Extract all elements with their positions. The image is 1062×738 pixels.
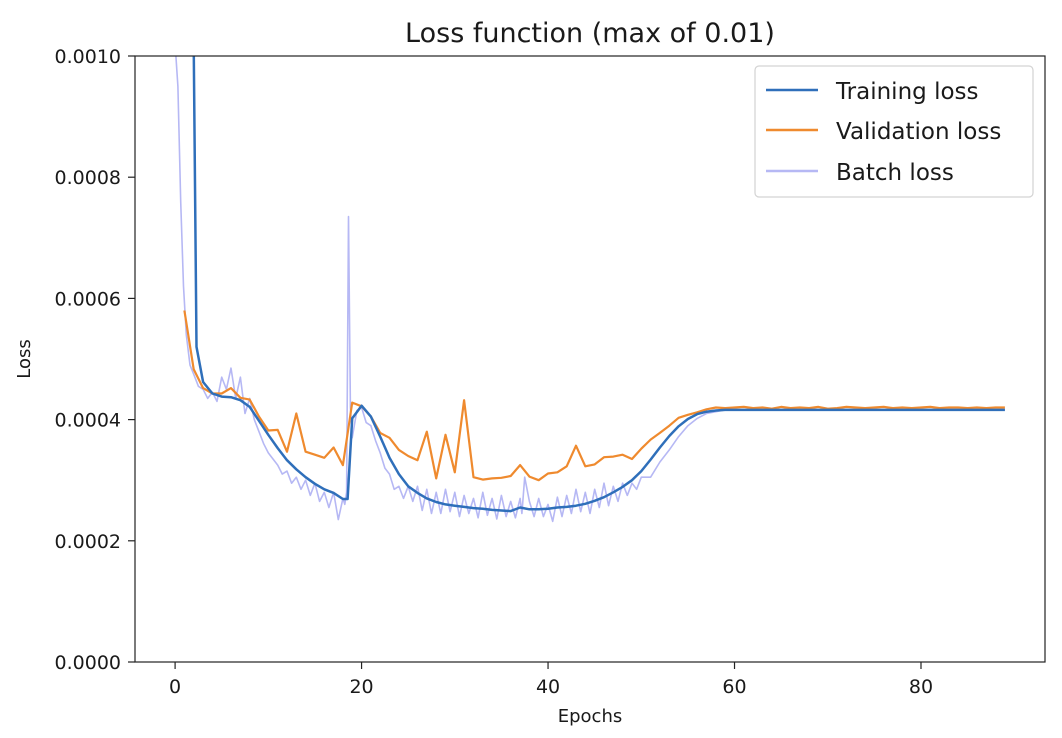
x-axis-ticks: 0 20 40 60 80 bbox=[169, 662, 933, 698]
legend-label-batch: Batch loss bbox=[836, 160, 954, 186]
plot-frame bbox=[134, 55, 1046, 663]
legend: Training loss Validation loss Batch loss bbox=[754, 65, 1034, 198]
legend-label-training: Training loss bbox=[835, 79, 979, 105]
y-tick-label: 0.0004 bbox=[55, 410, 121, 432]
validation-loss-line bbox=[183, 310, 1005, 482]
batch-loss-line bbox=[175, 56, 1005, 523]
legend-box bbox=[754, 65, 1034, 198]
x-tick-label: 0 bbox=[169, 676, 181, 698]
y-tick-label: 0.0008 bbox=[55, 167, 121, 189]
y-tick-label: 0.0000 bbox=[55, 652, 121, 674]
x-tick-label: 60 bbox=[722, 676, 746, 698]
y-tick-label: 0.0002 bbox=[55, 531, 121, 553]
x-tick-label: 40 bbox=[536, 676, 560, 698]
series-layer bbox=[175, 56, 1005, 523]
training-loss-line bbox=[192, 56, 1005, 513]
x-tick-label: 20 bbox=[349, 676, 373, 698]
x-axis-label: Epochs bbox=[558, 706, 623, 727]
y-tick-label: 0.0010 bbox=[55, 46, 121, 68]
y-axis-ticks: 0.0000 0.0002 0.0004 0.0006 0.0008 0.0010 bbox=[55, 46, 135, 674]
y-axis-label: Loss bbox=[14, 339, 35, 378]
x-tick-label: 80 bbox=[909, 676, 933, 698]
y-tick-label: 0.0006 bbox=[55, 288, 121, 310]
chart-title: Loss function (max of 0.01) bbox=[405, 18, 775, 49]
legend-label-validation: Validation loss bbox=[836, 119, 1001, 145]
